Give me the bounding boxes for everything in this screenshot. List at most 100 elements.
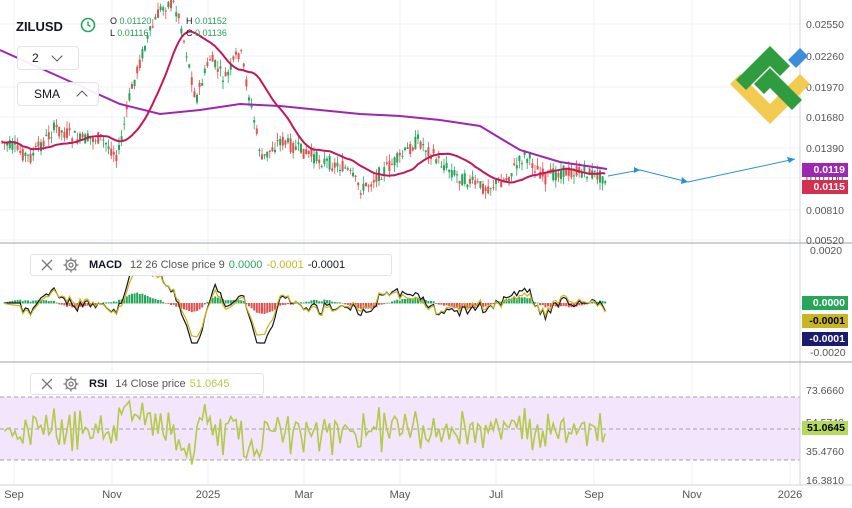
macd-histogram-bar (172, 303, 175, 305)
macd-axis[interactable]: 0.0020 -0.0020 (810, 245, 846, 359)
candle-body (419, 141, 422, 149)
candle-body (97, 132, 100, 144)
candle-body (596, 172, 599, 180)
candle-body (68, 128, 71, 131)
macd-histogram-bar (367, 303, 370, 309)
macd-histogram-bar (336, 302, 339, 304)
macd-histogram-bar (250, 303, 253, 309)
macd-histogram-bar (21, 301, 24, 304)
macd-histogram-bar (68, 303, 71, 307)
macd-line-value: -0.0001 (307, 259, 346, 271)
candle-body (188, 64, 191, 68)
candle-body (474, 180, 477, 185)
candle-body (281, 136, 284, 146)
candle-body (365, 182, 367, 187)
macd-histogram-bar (430, 300, 432, 304)
macd-histogram-bar (73, 303, 76, 308)
candle-body (60, 130, 63, 133)
forecast-arrows[interactable] (607, 157, 796, 184)
candle-body (27, 154, 29, 156)
candle-body (383, 167, 386, 175)
rsi-name: RSI (89, 378, 108, 390)
candle-body (125, 104, 128, 110)
candle-body (536, 165, 539, 170)
candle-body (144, 45, 146, 51)
macd-histogram-bar (55, 302, 58, 304)
candle-body (32, 152, 35, 156)
candle-body (323, 158, 326, 164)
low-value: 0.01116 (117, 28, 149, 38)
candle-body (284, 140, 287, 145)
candle-body (63, 131, 66, 138)
macd-histogram-bar (539, 303, 542, 306)
macd-histogram-bar (323, 299, 326, 304)
candle-body (11, 142, 14, 150)
candle-body (393, 157, 396, 166)
candle-body (242, 63, 245, 67)
candle-body (279, 138, 282, 146)
gear-icon[interactable] (61, 255, 81, 275)
close-icon[interactable] (37, 255, 57, 275)
candle-body (305, 149, 308, 155)
macd-histogram-bar (294, 302, 297, 304)
macd-histogram-bar (372, 303, 375, 308)
candle-body (29, 153, 32, 163)
gear-icon[interactable] (61, 374, 81, 394)
candle-body (604, 181, 607, 184)
macd-histogram-bar (513, 297, 516, 304)
candle-body (567, 167, 570, 176)
macd-histogram-bar (229, 300, 232, 304)
macd-histogram-bar (40, 299, 42, 304)
sma-indicator-chip[interactable]: SMA (17, 82, 99, 106)
macd-histogram-bar (417, 297, 419, 304)
candle-body (427, 147, 430, 157)
candle-body (315, 151, 318, 162)
macd-histogram-bar (180, 303, 183, 309)
interval-selector[interactable]: 2 (17, 46, 79, 70)
time-axis[interactable]: Sep Nov 2025 Mar May Jul Sep Nov 2026 (4, 489, 802, 501)
macd-histogram-bar (411, 298, 414, 304)
candle-body (219, 66, 222, 69)
macd-histogram-bar (458, 303, 461, 309)
chevron-up-icon (76, 90, 88, 102)
candle-body (417, 134, 419, 139)
macd-histogram-bar (547, 303, 549, 307)
clock-icon[interactable] (80, 17, 96, 33)
price-tick-label: 0.00520 (806, 235, 844, 247)
candle-body (240, 50, 243, 52)
candle-body (227, 71, 230, 76)
macd-histogram-bar (419, 298, 422, 304)
candle-body (570, 169, 573, 178)
candle-body (521, 163, 523, 165)
candle-body (586, 176, 588, 179)
candle-body (120, 136, 123, 140)
candle-body (110, 148, 113, 156)
macd-histogram-bar (453, 303, 456, 308)
interval-value: 2 (32, 51, 39, 65)
macd-histogram-bar (378, 303, 380, 305)
candle-body (261, 154, 263, 160)
candle-body (107, 146, 110, 149)
candle-body (307, 150, 310, 155)
candle-body (513, 163, 516, 166)
macd-histogram-bar (380, 303, 383, 305)
macd-histogram-bar (193, 303, 196, 312)
close-icon[interactable] (37, 374, 57, 394)
macd-tick-label: 0.0020 (810, 245, 842, 257)
macd-histogram-bar (440, 303, 443, 305)
candle-body (458, 180, 461, 184)
rsi-legend: RSI 14 Close price 51.0645 (30, 373, 264, 395)
symbol-label[interactable]: ZILUSD (16, 19, 63, 34)
macd-histogram-bar (86, 303, 89, 306)
candle-body (222, 80, 224, 82)
price-axis[interactable]: 0.025500.022600.019700.016800.013900.011… (806, 19, 844, 247)
brand-logo-icon (730, 46, 810, 124)
candle-body (47, 132, 50, 140)
candle-body (333, 162, 336, 168)
candle-body (578, 167, 581, 174)
macd-histogram-bar (588, 303, 591, 304)
candle-body (401, 155, 404, 157)
macd-histogram-bar (401, 299, 404, 304)
